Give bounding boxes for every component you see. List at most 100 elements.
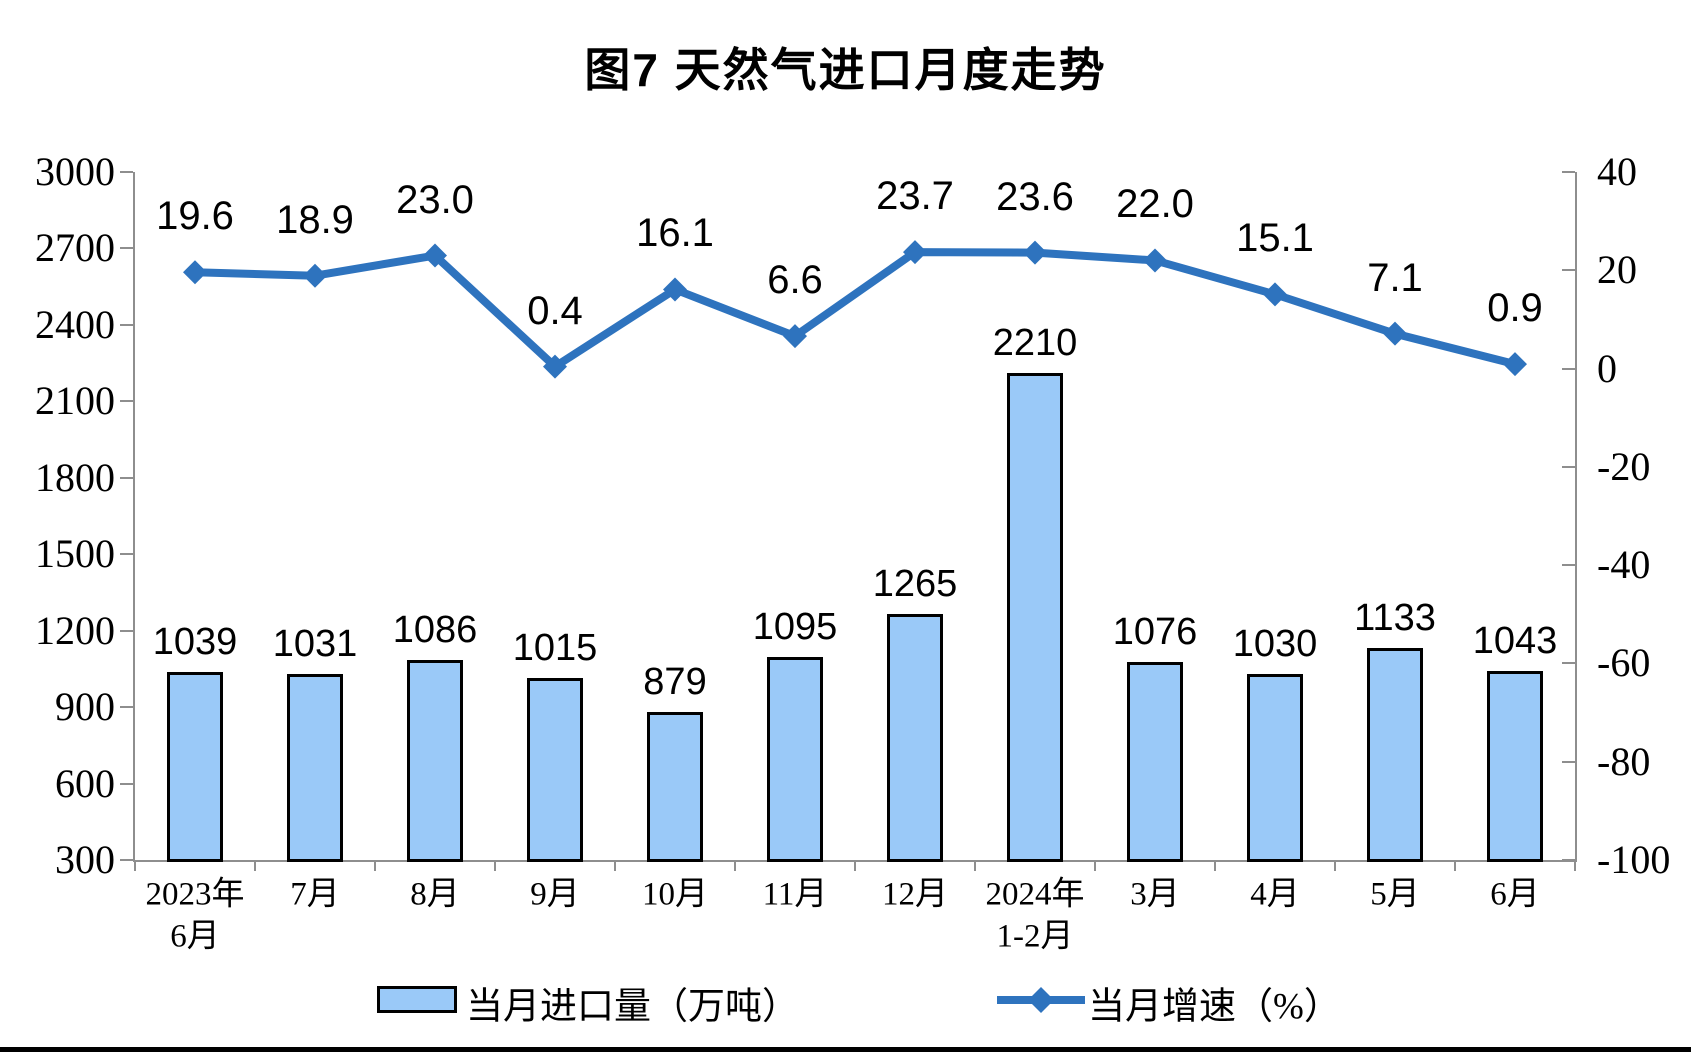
line-value-label: 23.6 — [996, 174, 1074, 219]
x-axis-category-label: 2024年 — [985, 876, 1085, 913]
right-axis-tick-label: 0 — [1597, 345, 1617, 391]
x-axis-tick — [254, 860, 256, 871]
right-axis-tick-label: 20 — [1597, 247, 1637, 293]
left-axis-tick-label: 1500 — [35, 531, 115, 577]
bar-month-import — [887, 614, 943, 862]
right-axis-tick-label: -40 — [1597, 542, 1651, 588]
bar-value-label: 879 — [643, 661, 707, 704]
line-value-label: 23.0 — [396, 177, 474, 222]
bar-month-import — [407, 659, 463, 862]
line-marker-diamond-icon — [663, 277, 687, 302]
left-axis-tick — [120, 400, 133, 403]
legend-bar-label: 当月进口量（万吨） — [466, 986, 799, 1028]
right-axis-tick — [1562, 760, 1575, 763]
line-value-label: 0.4 — [527, 288, 583, 333]
bar-month-import — [647, 712, 703, 862]
left-axis-tick — [120, 629, 133, 632]
line-value-label: 0.9 — [1487, 286, 1543, 331]
line-marker-diamond-icon — [903, 240, 927, 265]
x-axis-tick — [1214, 860, 1216, 871]
left-axis-tick — [120, 782, 133, 785]
x-axis-category-label: 5月 — [1370, 876, 1420, 913]
x-axis-tick — [1094, 860, 1096, 871]
line-value-label: 23.7 — [876, 174, 954, 219]
line-value-label: 6.6 — [767, 258, 823, 303]
left-axis-tick — [120, 323, 133, 326]
bar-value-label: 1043 — [1472, 619, 1558, 662]
line-marker-diamond-icon — [1383, 321, 1407, 346]
right-axis-tick-label: -20 — [1597, 443, 1651, 489]
left-axis-line — [133, 172, 135, 860]
right-axis-tick — [1562, 269, 1575, 272]
legend-line-label: 当月增速（%） — [1088, 986, 1341, 1028]
line-marker-diamond-icon — [783, 324, 807, 349]
line-marker-diamond-icon — [303, 263, 327, 288]
left-axis-tick-label: 1200 — [35, 607, 115, 653]
line-value-label: 15.1 — [1236, 216, 1314, 261]
line-marker-diamond-icon — [1503, 352, 1527, 377]
left-axis-tick-label: 2400 — [35, 301, 115, 347]
left-axis-tick — [120, 859, 133, 861]
bar-month-import — [527, 677, 583, 862]
x-axis-tick — [854, 860, 856, 871]
bar-value-label: 1030 — [1232, 622, 1318, 665]
left-axis-tick-label: 3000 — [35, 149, 115, 194]
right-axis-tick-label: -100 — [1597, 837, 1671, 882]
x-axis-category-sublabel: 1-2月 — [996, 918, 1074, 955]
right-axis-tick — [1562, 367, 1575, 370]
line-value-label: 22.0 — [1116, 182, 1194, 227]
x-axis-tick — [494, 860, 496, 871]
bar-month-import — [1247, 673, 1303, 862]
x-axis-tick — [974, 860, 976, 871]
x-axis-category-label: 12月 — [882, 876, 948, 913]
right-axis-tick — [1562, 171, 1575, 173]
line-marker-diamond-icon — [1143, 248, 1167, 273]
bar-month-import — [1487, 670, 1543, 862]
bar-value-label: 1265 — [872, 563, 958, 606]
line-value-label: 7.1 — [1367, 255, 1423, 300]
x-axis-tick — [1574, 860, 1576, 871]
legend-line-swatch-icon — [997, 987, 1085, 1013]
x-axis-tick — [1454, 860, 1456, 871]
x-axis-category-label: 9月 — [530, 876, 580, 913]
x-axis-category-label: 7月 — [290, 876, 340, 913]
x-axis-tick — [134, 860, 136, 871]
line-marker-diamond-icon — [1023, 240, 1047, 265]
right-axis-tick — [1562, 662, 1575, 665]
left-axis-tick-label: 900 — [55, 684, 115, 730]
chart-title: 图7 天然气进口月度走势 — [584, 44, 1107, 96]
right-axis-tick — [1562, 859, 1575, 861]
line-marker-diamond-icon — [183, 260, 207, 285]
x-axis-tick — [734, 860, 736, 871]
x-axis-category-label: 6月 — [1490, 876, 1540, 913]
legend-bar-swatch-icon — [377, 986, 457, 1013]
growth-line — [194, 248, 1516, 371]
x-axis-category-label: 10月 — [642, 876, 708, 913]
bar-value-label: 1076 — [1112, 611, 1198, 654]
left-axis-tick-label: 300 — [55, 837, 115, 882]
left-axis-tick-label: 2700 — [35, 225, 115, 271]
right-axis-tick-label: -60 — [1597, 640, 1651, 686]
bar-value-label: 1133 — [1354, 596, 1436, 639]
bar-value-label: 2210 — [992, 322, 1078, 365]
x-axis-tick — [1334, 860, 1336, 871]
bar-month-import — [167, 671, 223, 862]
right-axis-line — [1575, 172, 1577, 860]
left-axis-tick-label: 2100 — [35, 378, 115, 424]
bar-month-import — [1367, 647, 1423, 862]
bar-value-label: 1031 — [272, 622, 358, 665]
x-axis-tick — [614, 860, 616, 871]
bar-value-label: 1015 — [512, 626, 598, 669]
right-axis-tick — [1562, 564, 1575, 567]
bar-month-import — [767, 657, 823, 862]
x-axis-category-label: 3月 — [1130, 876, 1180, 913]
x-axis-category-label: 2023年 — [145, 876, 245, 913]
left-axis-tick — [120, 171, 133, 173]
x-axis-tick — [374, 860, 376, 871]
right-axis-tick — [1562, 465, 1575, 468]
line-marker-diamond-icon — [543, 354, 567, 379]
x-axis-category-label: 8月 — [410, 876, 460, 913]
bar-value-label: 1086 — [392, 608, 478, 651]
